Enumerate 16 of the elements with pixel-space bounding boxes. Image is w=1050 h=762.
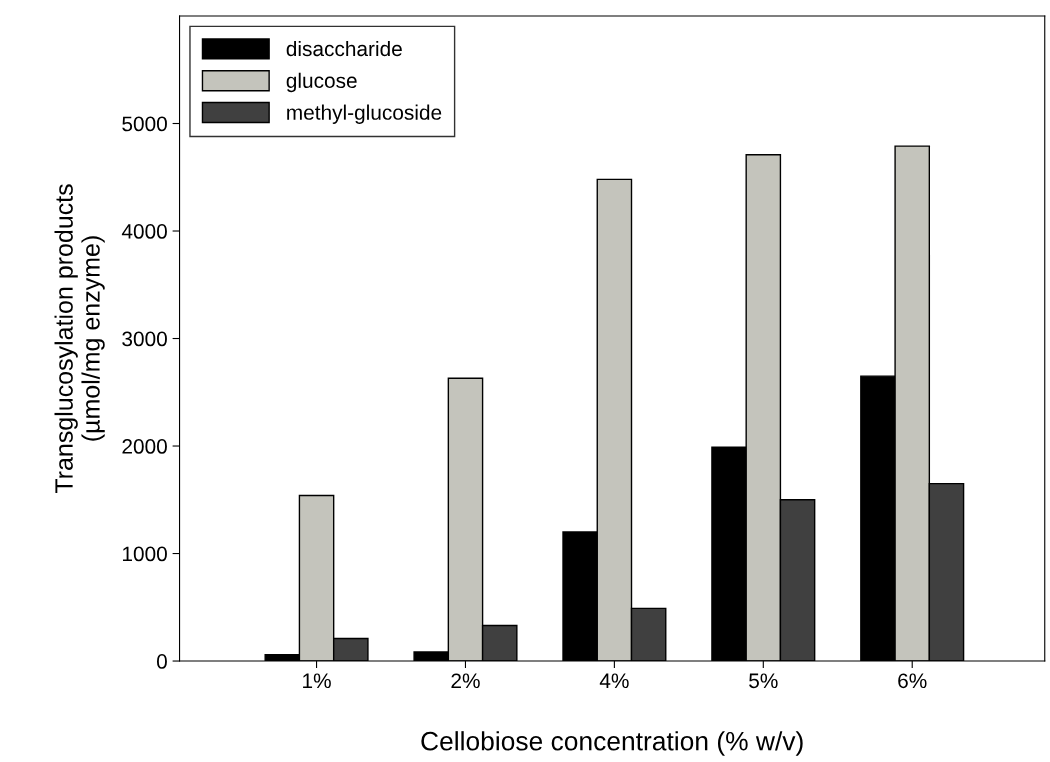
x-tick-label: 6%	[898, 673, 927, 689]
legend-label: methyl-glucoside	[287, 104, 442, 124]
x-tick-label: 5%	[749, 673, 778, 689]
legend-label: disaccharide	[286, 40, 402, 57]
y-tick-label: 3000	[122, 331, 167, 347]
x-tick-label: 4%	[599, 673, 629, 689]
x-tick-label: 1%	[303, 673, 331, 689]
legend-label: glucose	[286, 72, 357, 93]
y-tick-label: 1000	[122, 546, 167, 562]
y-tick-label: 0	[156, 654, 167, 669]
y-tick-label: 2000	[122, 439, 167, 454]
y-tick-label: 5000	[122, 116, 167, 132]
y-tick-label: 4000	[121, 224, 167, 239]
x-tick-label: 2%	[451, 673, 480, 689]
x-axis-title: Cellobiose concentration (% w/v)	[421, 731, 803, 756]
y-axis-title: Transglucosylation products (µmol/mg enzyme)	[54, 184, 105, 494]
